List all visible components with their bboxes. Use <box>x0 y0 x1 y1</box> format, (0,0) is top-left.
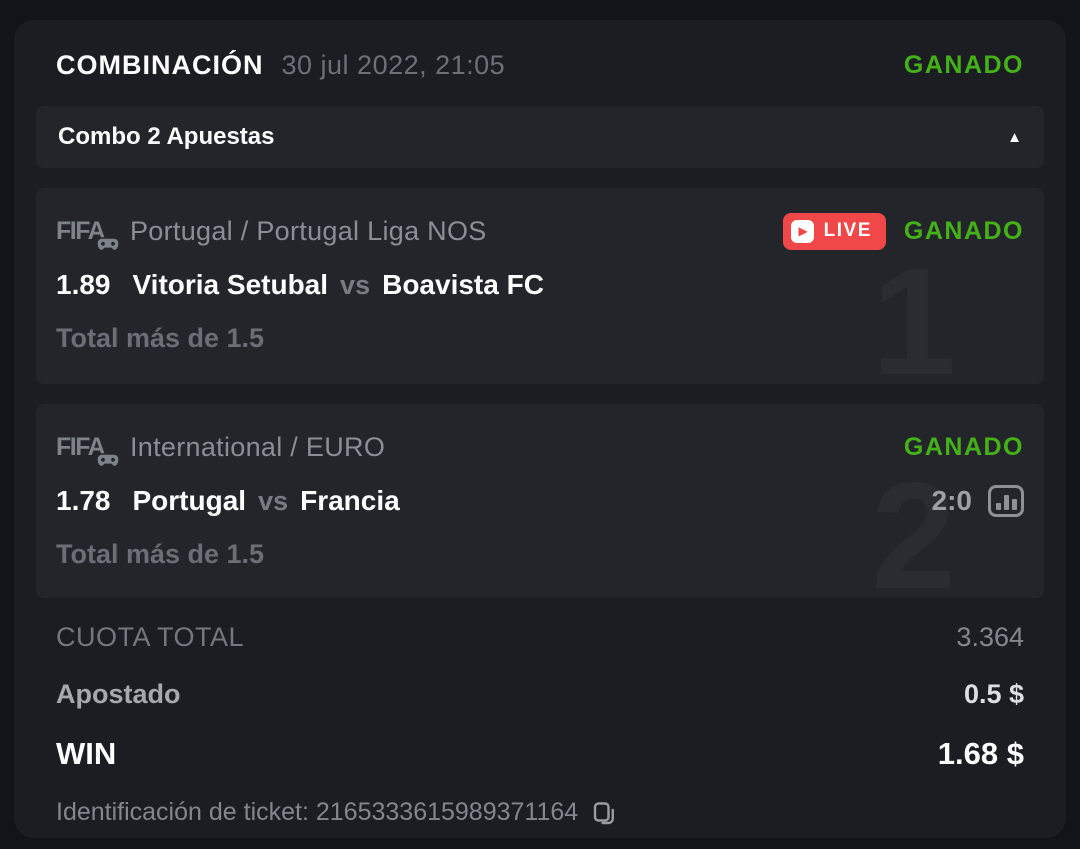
total-odds-row: CUOTA TOTAL 3.364 <box>36 622 1044 653</box>
ticket-id-row: Identificación de ticket: 21653336159893… <box>36 796 1044 828</box>
fifa-esports-icon: FIFA <box>56 213 120 252</box>
home-team: Vitoria Setubal <box>132 269 329 300</box>
vs-label: vs <box>258 485 289 516</box>
gamepad-icon <box>96 237 120 252</box>
bet-market: Total más de 1.5 <box>56 322 265 353</box>
win-value: 1.68 $ <box>937 736 1024 771</box>
league-name: International / EURO <box>130 431 386 462</box>
bet-index-watermark: 1 <box>871 237 956 384</box>
bet-card-1: 1 FIFA Portugal / Portugal Liga NOS ▶ LI… <box>36 188 1044 384</box>
bet-card-2: 2 FIFA International / EURO GANADO 1.78 … <box>36 404 1044 598</box>
combo-collapse-bar[interactable]: Combo 2 Apuestas ▲ <box>36 106 1044 168</box>
total-odds-value: 3.364 <box>956 622 1024 652</box>
ticket-id-text: Identificación de ticket: 21653336159893… <box>56 797 579 826</box>
live-label: LIVE <box>823 220 872 241</box>
away-team: Boavista FC <box>382 269 544 300</box>
home-team: Portugal <box>132 485 247 516</box>
ticket-status-badge: GANADO <box>903 50 1024 79</box>
bet-status-badge: GANADO <box>903 432 1024 461</box>
fifa-esports-icon: FIFA <box>56 429 120 468</box>
bet-market: Total más de 1.5 <box>56 538 265 569</box>
chevron-up-icon[interactable]: ▲ <box>1007 128 1022 146</box>
match-score: 2:0 <box>931 485 972 516</box>
bet-index-watermark: 2 <box>871 451 956 598</box>
total-odds-label: CUOTA TOTAL <box>56 622 245 652</box>
stake-label: Apostado <box>56 679 181 709</box>
statistics-icon[interactable] <box>988 485 1024 517</box>
gamepad-icon <box>96 453 120 468</box>
vs-label: vs <box>340 269 371 300</box>
ticket-type-label: COMBINACIÓN <box>56 49 264 80</box>
stake-row: Apostado 0.5 $ <box>36 679 1044 710</box>
away-team: Francia <box>300 485 400 516</box>
combo-label: Combo 2 Apuestas <box>58 123 275 150</box>
win-row: WIN 1.68 $ <box>36 736 1044 772</box>
league-name: Portugal / Portugal Liga NOS <box>130 215 487 246</box>
ticket-header: COMBINACIÓN 30 jul 2022, 21:05 GANADO <box>36 44 1044 86</box>
bet-odds: 1.78 <box>56 485 111 516</box>
play-icon: ▶ <box>790 219 814 243</box>
stake-value: 0.5 $ <box>963 679 1024 709</box>
bet-ticket-panel: COMBINACIÓN 30 jul 2022, 21:05 GANADO Co… <box>14 20 1066 838</box>
copy-icon[interactable] <box>592 800 617 828</box>
ticket-datetime: 30 jul 2022, 21:05 <box>281 49 506 80</box>
live-badge[interactable]: ▶ LIVE <box>782 212 886 250</box>
bet-status-badge: GANADO <box>903 216 1024 245</box>
bet-odds: 1.89 <box>56 269 111 300</box>
win-label: WIN <box>56 736 117 771</box>
